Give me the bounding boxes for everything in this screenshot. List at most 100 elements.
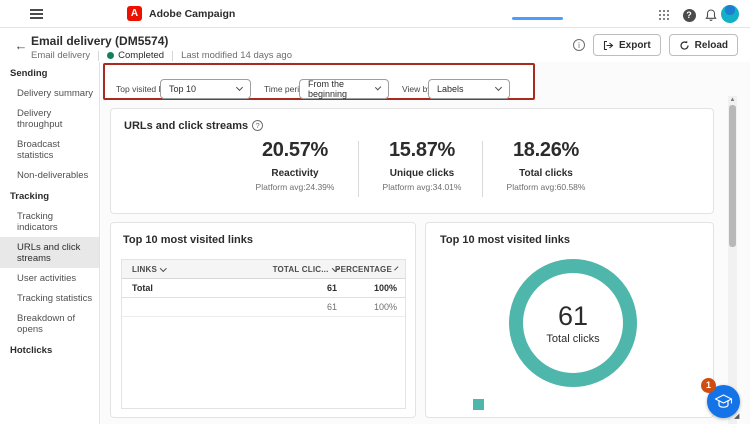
- help-icon[interactable]: ?: [681, 7, 697, 23]
- cell-clicks: 61: [326, 302, 337, 312]
- cell-percentage: 100%: [373, 283, 397, 293]
- notification-badge: 1: [701, 378, 716, 393]
- kpi-total-clicks: 18.26% Total clicks Platform avg:60.58%: [481, 139, 611, 192]
- view-by-select[interactable]: Labels: [428, 79, 510, 99]
- sidebar-item-tracking-indicators[interactable]: Tracking indicators: [17, 210, 58, 233]
- top-visited-links-value: Top 10: [169, 84, 197, 94]
- last-modified: Last modified 14 days ago: [181, 50, 292, 61]
- cell-percentage: 100%: [373, 302, 397, 312]
- chevron-down-icon: [494, 83, 503, 92]
- kpi-card-title-text: URLs and click streams: [124, 120, 249, 132]
- column-header-percentage[interactable]: PERCENTAGE: [335, 265, 405, 274]
- scrollbar-up-arrow[interactable]: ▲: [729, 97, 736, 103]
- table-header-row: LINKS TOTAL CLIC... PERCENTAGE: [122, 260, 405, 279]
- column-header-total-clicks[interactable]: TOTAL CLIC...: [271, 265, 341, 274]
- kpi-value: 18.26%: [512, 139, 580, 161]
- status-dot: [107, 52, 115, 59]
- sidebar-section-hotclicks: Hotclicks: [10, 345, 53, 356]
- page-title: Email delivery (DM5574): [31, 34, 169, 48]
- vertical-scrollbar[interactable]: ▲: [728, 96, 737, 424]
- user-avatar[interactable]: [721, 5, 739, 23]
- scrollbar-thumb[interactable]: [729, 105, 736, 247]
- page-header: ← Email delivery (DM5574) Email delivery…: [0, 29, 750, 62]
- column-label: PERCENTAGE: [335, 264, 392, 274]
- export-label: Export: [618, 39, 651, 51]
- export-button[interactable]: Export: [592, 34, 661, 56]
- filter-label-view-by: View by: [402, 84, 432, 94]
- sidebar-item-broadcast-statistics[interactable]: Broadcast statistics: [17, 138, 60, 161]
- reload-button[interactable]: Reload: [668, 34, 738, 56]
- kpi-value: 15.87%: [388, 139, 456, 161]
- reload-label: Reload: [694, 39, 728, 51]
- table-card-title: Top 10 most visited links: [123, 234, 253, 246]
- kpi-label: Reactivity: [271, 168, 319, 179]
- top-bar: A Adobe Campaign ?: [0, 0, 750, 28]
- filter-label-top-visited-links: Top visited links: [116, 84, 176, 94]
- sort-chevron-icon: [160, 264, 167, 272]
- adobe-logo-icon: A: [127, 6, 142, 21]
- chart-card-title: Top 10 most visited links: [440, 234, 570, 246]
- kpi-label: Total clicks: [519, 168, 573, 179]
- export-icon: [603, 40, 614, 50]
- breadcrumb: Email delivery: [31, 50, 91, 61]
- app-title: Adobe Campaign: [149, 8, 236, 20]
- column-label: LINKS: [132, 264, 157, 274]
- column-label: TOTAL CLIC...: [272, 264, 329, 274]
- sidebar-item-delivery-throughput[interactable]: Delivery throughput: [17, 107, 63, 130]
- active-tab-underline: [512, 17, 563, 20]
- page-subtitle: Email delivery Completed Last modified 1…: [31, 50, 292, 61]
- app-switcher-icon[interactable]: [656, 7, 672, 23]
- table-row: 61 100%: [122, 298, 405, 317]
- kpi-unique-clicks: 15.87% Unique clicks Platform avg:34.01%: [357, 139, 487, 192]
- subtitle-divider: [172, 50, 174, 61]
- cell-clicks: 61: [326, 283, 337, 293]
- sort-chevron-icon: [394, 266, 399, 270]
- donut-total-label: Total clicks: [546, 333, 600, 345]
- kpi-platform-avg: Platform avg:34.01%: [382, 182, 462, 192]
- view-by-value: Labels: [437, 84, 464, 94]
- column-header-links[interactable]: LINKS: [122, 265, 271, 274]
- kpi-card: URLs and click streams? 20.57% Reactivit…: [110, 108, 714, 214]
- resize-corner-icon: ◢: [734, 413, 740, 420]
- sidebar-section-sending: Sending: [10, 68, 48, 79]
- main-content: Top visited links Top 10 Time period Fro…: [101, 62, 750, 424]
- visited-links-table: LINKS TOTAL CLIC... PERCENTAGE Total 61 …: [121, 259, 406, 409]
- subtitle-divider: [98, 50, 100, 61]
- sidebar-item-delivery-summary[interactable]: Delivery summary: [17, 87, 94, 99]
- sidebar-item-urls-and-click-streams[interactable]: URLs and click streams: [0, 237, 99, 268]
- donut-center: 61 Total clicks: [509, 259, 637, 387]
- kpi-platform-avg: Platform avg:60.58%: [506, 182, 586, 192]
- hamburger-menu-icon[interactable]: [30, 9, 43, 19]
- status-badge: Completed: [118, 50, 165, 61]
- filter-label-time-period: Time period: [264, 84, 309, 94]
- table-empty-area: [122, 317, 405, 408]
- legend-swatch[interactable]: [473, 399, 484, 410]
- graduation-cap-icon: [714, 394, 733, 408]
- reload-icon: [680, 40, 689, 50]
- table-row-total: Total 61 100%: [122, 279, 405, 298]
- top-visited-links-select[interactable]: Top 10: [160, 79, 251, 99]
- kpi-value: 20.57%: [261, 139, 329, 161]
- visited-links-table-card: Top 10 most visited links LINKS TOTAL CL…: [110, 222, 416, 418]
- sidebar-item-breakdown-of-opens[interactable]: Breakdown of opens: [17, 312, 76, 335]
- back-button[interactable]: ←: [14, 38, 28, 53]
- kpi-divider: [482, 141, 483, 197]
- kpi-reactivity: 20.57% Reactivity Platform avg:24.39%: [230, 139, 360, 192]
- sidebar-item-tracking-statistics[interactable]: Tracking statistics: [17, 292, 93, 304]
- help-tooltip-icon[interactable]: ?: [252, 120, 264, 131]
- kpi-platform-avg: Platform avg:24.39%: [255, 182, 335, 192]
- cell-link: Total: [132, 283, 153, 293]
- info-icon[interactable]: i: [572, 39, 585, 51]
- donut-total-value: 61: [557, 301, 589, 331]
- sidebar-item-non-deliverables[interactable]: Non-deliverables: [17, 169, 89, 181]
- kpi-label: Unique clicks: [389, 168, 455, 179]
- time-period-value: From the beginning: [308, 79, 348, 99]
- sidebar-item-user-activities[interactable]: User activities: [17, 272, 77, 284]
- kpi-card-title: URLs and click streams?: [124, 120, 264, 132]
- time-period-select[interactable]: From the beginning: [299, 79, 389, 99]
- sidebar-section-tracking: Tracking: [10, 191, 50, 202]
- chevron-down-icon: [235, 83, 244, 92]
- bell-icon[interactable]: [703, 7, 719, 23]
- sidebar: Sending Delivery summary Delivery throug…: [0, 62, 100, 424]
